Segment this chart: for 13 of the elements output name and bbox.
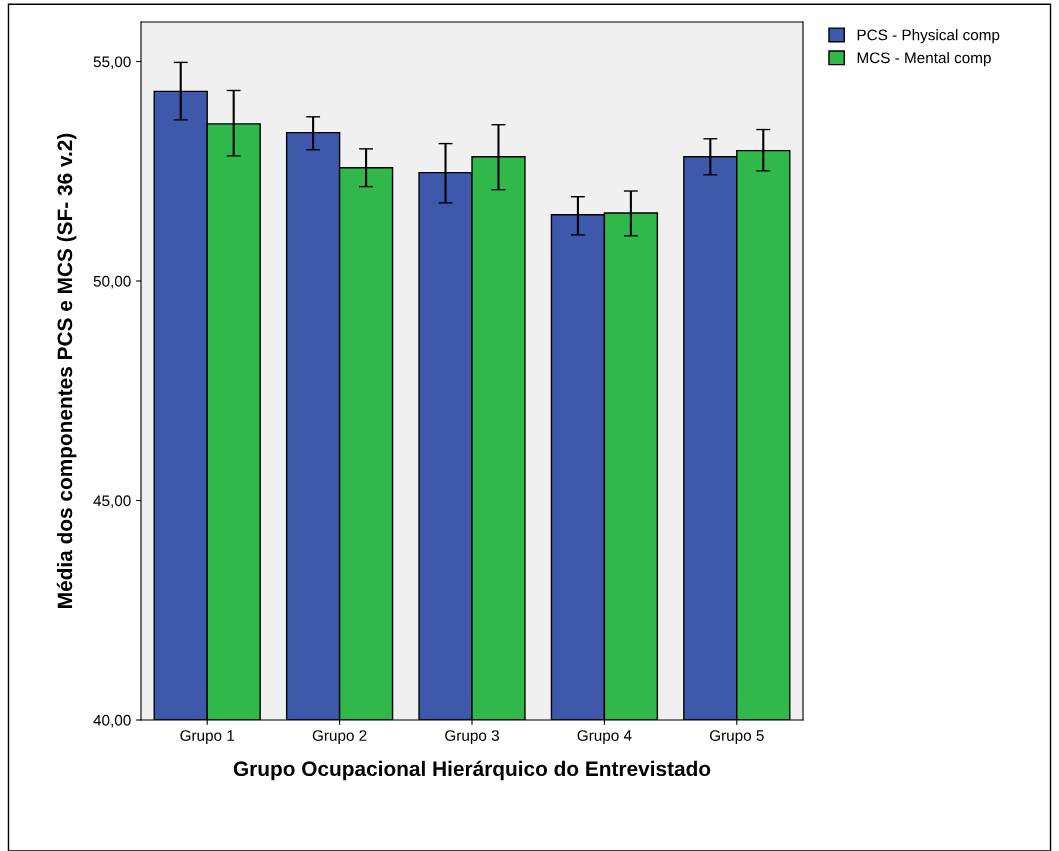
legend-label: MCS - Mental comp (857, 51, 991, 67)
y-axis-title: Média dos componentes PCS e MCS (SF- 36 v.2) (56, 133, 77, 608)
y-tick-label: 45,00 (93, 495, 131, 508)
x-tick-label: Grupo 4 (577, 730, 632, 744)
x-axis-title: Grupo Ocupacional Hierárquico do Entrevistado (233, 760, 711, 781)
y-tick-label: 50,00 (93, 275, 131, 289)
y-tick-label: 55,00 (93, 56, 131, 69)
legend-label: PCS - Physical comp (857, 29, 1000, 44)
x-tick-label: Grupo 1 (180, 730, 235, 744)
x-tick-label: Grupo 3 (445, 730, 499, 744)
y-tick-label: 40,00 (93, 714, 131, 728)
x-tick-label: Grupo 5 (709, 730, 764, 744)
x-tick-label: Grupo 2 (312, 730, 367, 744)
